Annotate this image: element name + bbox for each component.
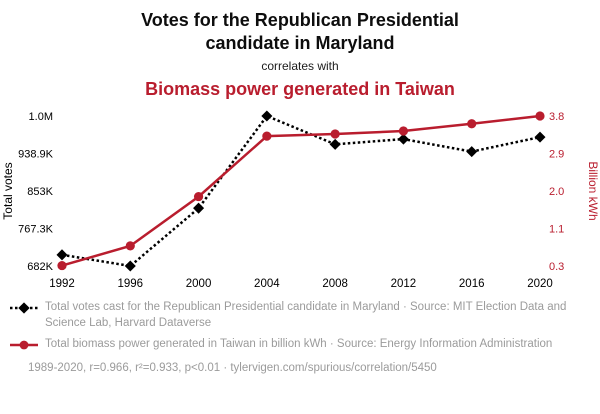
page-title-line1: Votes for the Republican Presidential [141,10,459,30]
legend-item-votes-label: Total votes cast for the Republican Pres… [45,301,567,329]
right-axis-tick-label: 1.1 [549,224,564,236]
source-link[interactable]: tylervigen.com/spurious/correlation/5450 [230,361,437,374]
left-axis-title: Total votes [1,162,15,219]
biomass-series-marker-icon [10,340,38,350]
circle-marker [467,119,477,129]
diamond-marker [56,249,68,261]
diamond-marker [329,138,341,150]
correlation-stats: 1989-2020, r=0.966, r²=0.933, p<0.01 · [28,361,231,374]
chart-subtitle: Biomass power generated in Taiwan [145,79,455,99]
x-axis-tick-label: 2012 [391,278,417,290]
circle-marker [57,260,67,271]
x-axis-tick-label: 1996 [117,278,143,290]
circle-marker [330,129,340,139]
page-title-line2: candidate in Maryland [205,32,395,53]
legend-item-biomass: Total biomass power generated in Taiwan … [10,337,586,353]
legend-item-votes: Total votes cast for the Republican Pres… [10,300,586,332]
left-axis-tick-label: 1.0M [29,111,53,123]
diamond-marker [193,202,205,214]
x-axis-tick-label: 2008 [322,278,348,290]
x-axis-tick-label: 2004 [254,278,280,290]
votes-line [61,114,541,268]
votes-series-marker-icon [10,302,38,314]
correlation-line-chart: 682K 767.3K 853K 938.9K 1.0M 0.3 1.1 2.0 2.9 3.8 1… [1,110,600,290]
right-axis-title: Billion kWh [586,161,600,220]
x-axis-tick-label: 1992 [49,278,75,290]
correlates-with-label: correlates with [261,59,339,73]
circle-marker [262,131,272,141]
circle-marker [535,111,545,121]
circle-marker [125,241,135,251]
diamond-marker [124,260,136,272]
chart-legend: Total votes cast for the Republican Pres… [0,300,600,353]
x-axis-tick-label: 2016 [459,278,485,290]
right-axis-tick-label: 0.3 [549,261,564,273]
diamond-marker [466,146,478,158]
biomass-line [61,114,541,267]
left-axis-tick-label: 682K [27,261,53,273]
left-axis-tick-label: 853K [27,186,53,198]
chart-footer: 1989-2020, r=0.966, r²=0.933, p<0.01 · t… [0,358,600,374]
right-axis-tick-label: 3.8 [549,111,564,123]
left-axis-tick-label: 938.9K [18,149,54,161]
legend-item-biomass-label: Total biomass power generated in Taiwan … [45,337,553,350]
left-axis-tick-label: 767.3K [18,224,54,236]
circle-marker [193,191,204,202]
right-axis-tick-label: 2.9 [549,149,564,161]
x-axis-tick-label: 2000 [186,278,212,290]
diamond-marker [261,110,273,122]
x-axis-tick-label: 2020 [527,278,553,290]
page-title: Votes for the Republican Presidential ca… [0,9,600,54]
circle-marker [398,126,409,136]
right-axis-tick-label: 2.0 [549,186,564,198]
diamond-marker [534,131,546,143]
